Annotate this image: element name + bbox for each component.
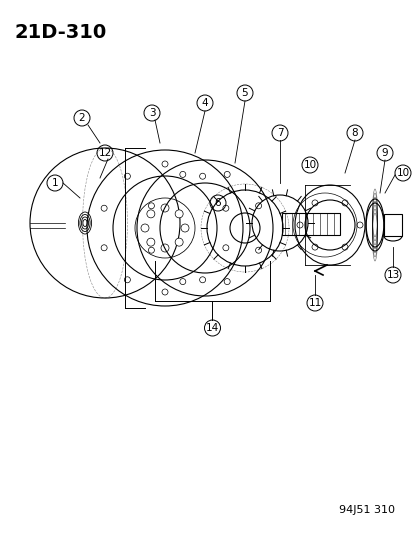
Circle shape: [147, 210, 154, 218]
Text: 6: 6: [214, 198, 221, 208]
Text: 10: 10: [396, 168, 408, 178]
Circle shape: [180, 224, 189, 232]
Text: 7: 7: [276, 128, 282, 138]
Text: 14: 14: [205, 323, 218, 333]
Text: 12: 12: [98, 148, 112, 158]
Text: 5: 5: [241, 88, 248, 98]
Text: 21D-310: 21D-310: [15, 23, 107, 42]
Text: 3: 3: [148, 108, 155, 118]
Text: 8: 8: [351, 128, 357, 138]
Circle shape: [175, 210, 183, 218]
Circle shape: [161, 204, 169, 212]
Text: 94J51 310: 94J51 310: [338, 505, 394, 515]
Text: 9: 9: [381, 148, 387, 158]
Bar: [383, 214, 401, 236]
Text: 4: 4: [201, 98, 208, 108]
Circle shape: [175, 238, 183, 246]
Text: 1: 1: [52, 178, 58, 188]
Circle shape: [147, 238, 154, 246]
Text: 2: 2: [78, 113, 85, 123]
Text: 10: 10: [303, 160, 316, 170]
Text: 11: 11: [308, 298, 321, 308]
Circle shape: [141, 224, 149, 232]
Bar: [281, 213, 339, 235]
Text: 13: 13: [385, 270, 399, 280]
Circle shape: [161, 244, 169, 252]
